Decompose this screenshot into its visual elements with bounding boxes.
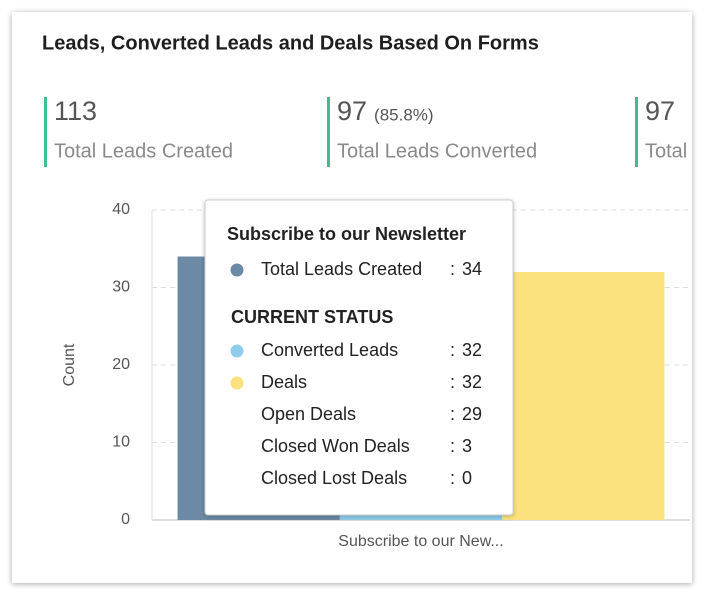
tooltip-label: Closed Won Deals (261, 436, 410, 456)
tooltip-marker (230, 263, 244, 277)
x-tick-label: Subscribe to our New... (338, 533, 503, 550)
y-tick-label: 30 (112, 279, 130, 296)
tooltip-value: 3 (462, 436, 472, 456)
tooltip-value: 0 (462, 468, 472, 488)
tooltip-label: Total Leads Created (261, 259, 422, 279)
tooltip-separator: : (450, 468, 455, 488)
tooltip-separator: : (450, 372, 455, 392)
y-tick-label: 40 (112, 201, 130, 218)
tooltip-label: Open Deals (261, 404, 356, 424)
kpi-value: 113 (54, 96, 97, 126)
widget-title: Leads, Converted Leads and Deals Based O… (42, 32, 539, 54)
y-tick-label: 20 (112, 356, 130, 373)
kpi-value: 97 (645, 96, 675, 126)
kpi-label: Total (645, 140, 687, 162)
tooltip-separator: : (450, 340, 455, 360)
kpi-value: 97 (337, 96, 367, 126)
tooltip-box (204, 199, 514, 516)
y-axis-label: Count (61, 343, 78, 386)
kpi-accent (327, 97, 330, 167)
tooltip-value: 34 (462, 259, 482, 279)
tooltip-value: 32 (462, 340, 482, 360)
tooltip-separator: : (450, 404, 455, 424)
tooltip-label: Converted Leads (261, 340, 398, 360)
tooltip-separator: : (450, 259, 455, 279)
tooltip-label: Deals (261, 372, 307, 392)
tooltip-marker (230, 344, 244, 358)
kpi-label: Total Leads Converted (337, 140, 537, 162)
tooltip-marker (230, 376, 244, 390)
tooltip-section: CURRENT STATUS (231, 307, 393, 327)
y-tick-label: 0 (121, 511, 130, 528)
kpi-accent (44, 97, 47, 167)
tooltip-label: Closed Lost Deals (261, 468, 407, 488)
kpi-label: Total Leads Created (54, 140, 233, 162)
tooltip-value: 29 (462, 404, 482, 424)
tooltip-separator: : (450, 436, 455, 456)
y-tick-label: 10 (112, 434, 130, 451)
tooltip-value: 32 (462, 372, 482, 392)
tooltip-title: Subscribe to our Newsletter (227, 224, 466, 244)
kpi-accent (635, 97, 638, 167)
kpi-percentage: (85.8%) (374, 105, 434, 124)
bar (502, 272, 665, 520)
